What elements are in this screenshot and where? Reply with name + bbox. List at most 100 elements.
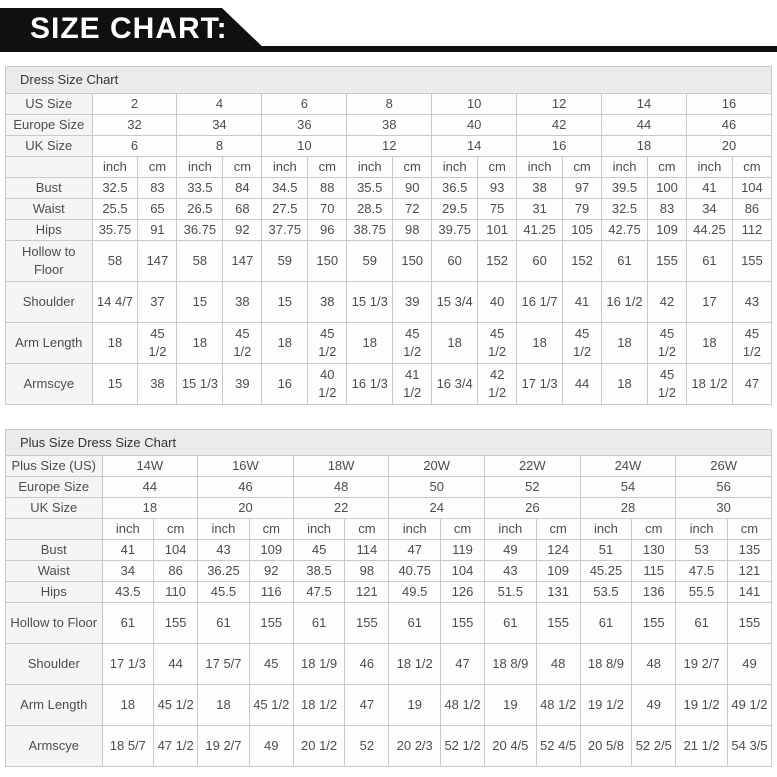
measure-inch: 19 1/2 [675, 684, 728, 727]
measure-cm: 72 [392, 197, 433, 220]
size-value: 8 [176, 134, 263, 157]
measure-cm: 155 [646, 239, 688, 282]
size-row: US Size 2 4 6 8 10 12 14 16 [5, 92, 772, 115]
dress-size-chart: Dress Size Chart US Size 2 4 6 8 10 12 14 16 Europ… [5, 66, 773, 405]
measure-inch: 20 2/3 [388, 725, 442, 768]
measure-inch: 47 [388, 539, 442, 562]
measure-inch: 35.5 [346, 176, 394, 199]
row-label: Hips [5, 581, 103, 604]
unit-label: cm [731, 155, 773, 178]
measure-cm: 40 1/2 [307, 362, 348, 405]
measure-cm: 37 [137, 280, 178, 323]
measure-inch: 53 [675, 539, 728, 562]
measure-cm: 49 [726, 643, 773, 686]
measure-cm: 49 [631, 684, 677, 727]
measure-inch: 29.5 [431, 197, 479, 220]
size-value: 14W [101, 455, 199, 478]
measure-cm: 124 [535, 539, 581, 562]
measure-inch: 16 1/7 [516, 280, 564, 323]
unit-row: inch cm inch cm inch cm inch cm inch cm inch cm inch… [5, 518, 773, 541]
row-label: Armscye [5, 725, 103, 768]
measure-cm: 45 1/2 [248, 684, 294, 727]
size-value: 6 [261, 92, 348, 115]
measure-cm: 45 1/2 [646, 362, 688, 405]
measure-inch: 61 [686, 239, 733, 282]
row-label: Arm Length [5, 684, 103, 727]
measure-cm: 44 [153, 643, 199, 686]
size-value: 8 [346, 92, 433, 115]
measure-cm: 45 1/2 [731, 321, 773, 364]
size-value: 44 [101, 476, 199, 499]
size-value: 16 [516, 134, 603, 157]
size-value: 30 [675, 497, 772, 520]
measure-inch: 19 [484, 684, 537, 727]
measure-inch: 18 1/2 [292, 684, 346, 727]
size-value: 26W [675, 455, 772, 478]
measure-cm: 109 [248, 539, 294, 562]
measure-inch: 34 [101, 560, 155, 583]
size-value: 2 [91, 92, 178, 115]
measure-inch: 58 [176, 239, 224, 282]
row-label: Bust [5, 539, 103, 562]
unit-label: cm [344, 518, 390, 541]
measure-inch: 26.5 [176, 197, 224, 220]
measure-inch: 18 [516, 321, 564, 364]
measure-inch: 35.75 [91, 218, 139, 241]
unit-row: inch cm inch cm inch cm inch cm inch cm inch cm inch… [5, 155, 773, 178]
measure-row: Hollow to Floor 58 147 58 147 59 150 59 150 60 152… [5, 239, 773, 282]
measure-cm: 155 [153, 602, 199, 645]
measure-row: Waist 25.5 65 26.5 68 27.5 70 28.5 72 29.5 75 31 79 3… [5, 197, 773, 220]
measure-cm: 152 [562, 239, 603, 282]
measure-inch: 18 [197, 684, 250, 727]
size-value: 24 [388, 497, 486, 520]
measure-inch: 61 [197, 602, 250, 645]
measure-cm: 54 3/5 [726, 725, 773, 768]
size-value: 6 [91, 134, 178, 157]
measure-inch: 42.75 [601, 218, 648, 241]
size-value: 4 [176, 92, 263, 115]
measure-inch: 59 [346, 239, 394, 282]
banner: SIZE CHART: [0, 0, 777, 54]
measure-inch: 49 [484, 539, 537, 562]
measure-cm: 45 1/2 [222, 321, 263, 364]
measure-inch: 40.75 [388, 560, 442, 583]
measure-inch: 28.5 [346, 197, 394, 220]
measure-inch: 41 [101, 539, 155, 562]
measure-row: Hips 43.5 110 45.5 116 47.5 121 49.5 126 51.5 131 5… [5, 581, 773, 604]
measure-inch: 61 [484, 602, 537, 645]
row-label: Europe Size [5, 476, 103, 499]
size-tables-section: Dress Size Chart US Size 2 4 6 8 10 12 14 16 Europ… [0, 66, 777, 768]
measure-inch: 16 1/3 [346, 362, 394, 405]
size-value: 20 [197, 497, 294, 520]
unit-label: cm [307, 155, 348, 178]
measure-cm: 45 1/2 [153, 684, 199, 727]
measure-inch: 38.75 [346, 218, 394, 241]
size-value: 56 [675, 476, 772, 499]
measure-inch: 15 [91, 362, 139, 405]
measure-row: Shoulder 17 1/3 44 17 5/7 45 18 1/9 46 18 1/2 47… [5, 643, 773, 686]
measure-cm: 52 4/5 [535, 725, 581, 768]
size-value: 48 [292, 476, 390, 499]
measure-cm: 49 [248, 725, 294, 768]
measure-cm: 38 [137, 362, 178, 405]
measure-inch: 38.5 [292, 560, 346, 583]
measure-cm: 44 [562, 362, 603, 405]
unit-label: cm [222, 155, 263, 178]
measure-inch: 18 1/2 [686, 362, 733, 405]
size-value: 42 [516, 113, 603, 136]
row-label: US Size [5, 92, 93, 115]
size-value: 50 [388, 476, 486, 499]
size-value: 34 [176, 113, 263, 136]
measure-inch: 18 5/7 [101, 725, 155, 768]
measure-inch: 17 1/3 [101, 643, 155, 686]
measure-cm: 84 [222, 176, 263, 199]
unit-label: cm [392, 155, 433, 178]
measure-inch: 36.75 [176, 218, 224, 241]
row-label: Shoulder [5, 280, 93, 323]
measure-inch: 18 [686, 321, 733, 364]
measure-inch: 31 [516, 197, 564, 220]
measure-cm: 48 1/2 [535, 684, 581, 727]
measure-cm: 45 1/2 [477, 321, 518, 364]
measure-cm: 104 [153, 539, 199, 562]
measure-inch: 61 [675, 602, 728, 645]
